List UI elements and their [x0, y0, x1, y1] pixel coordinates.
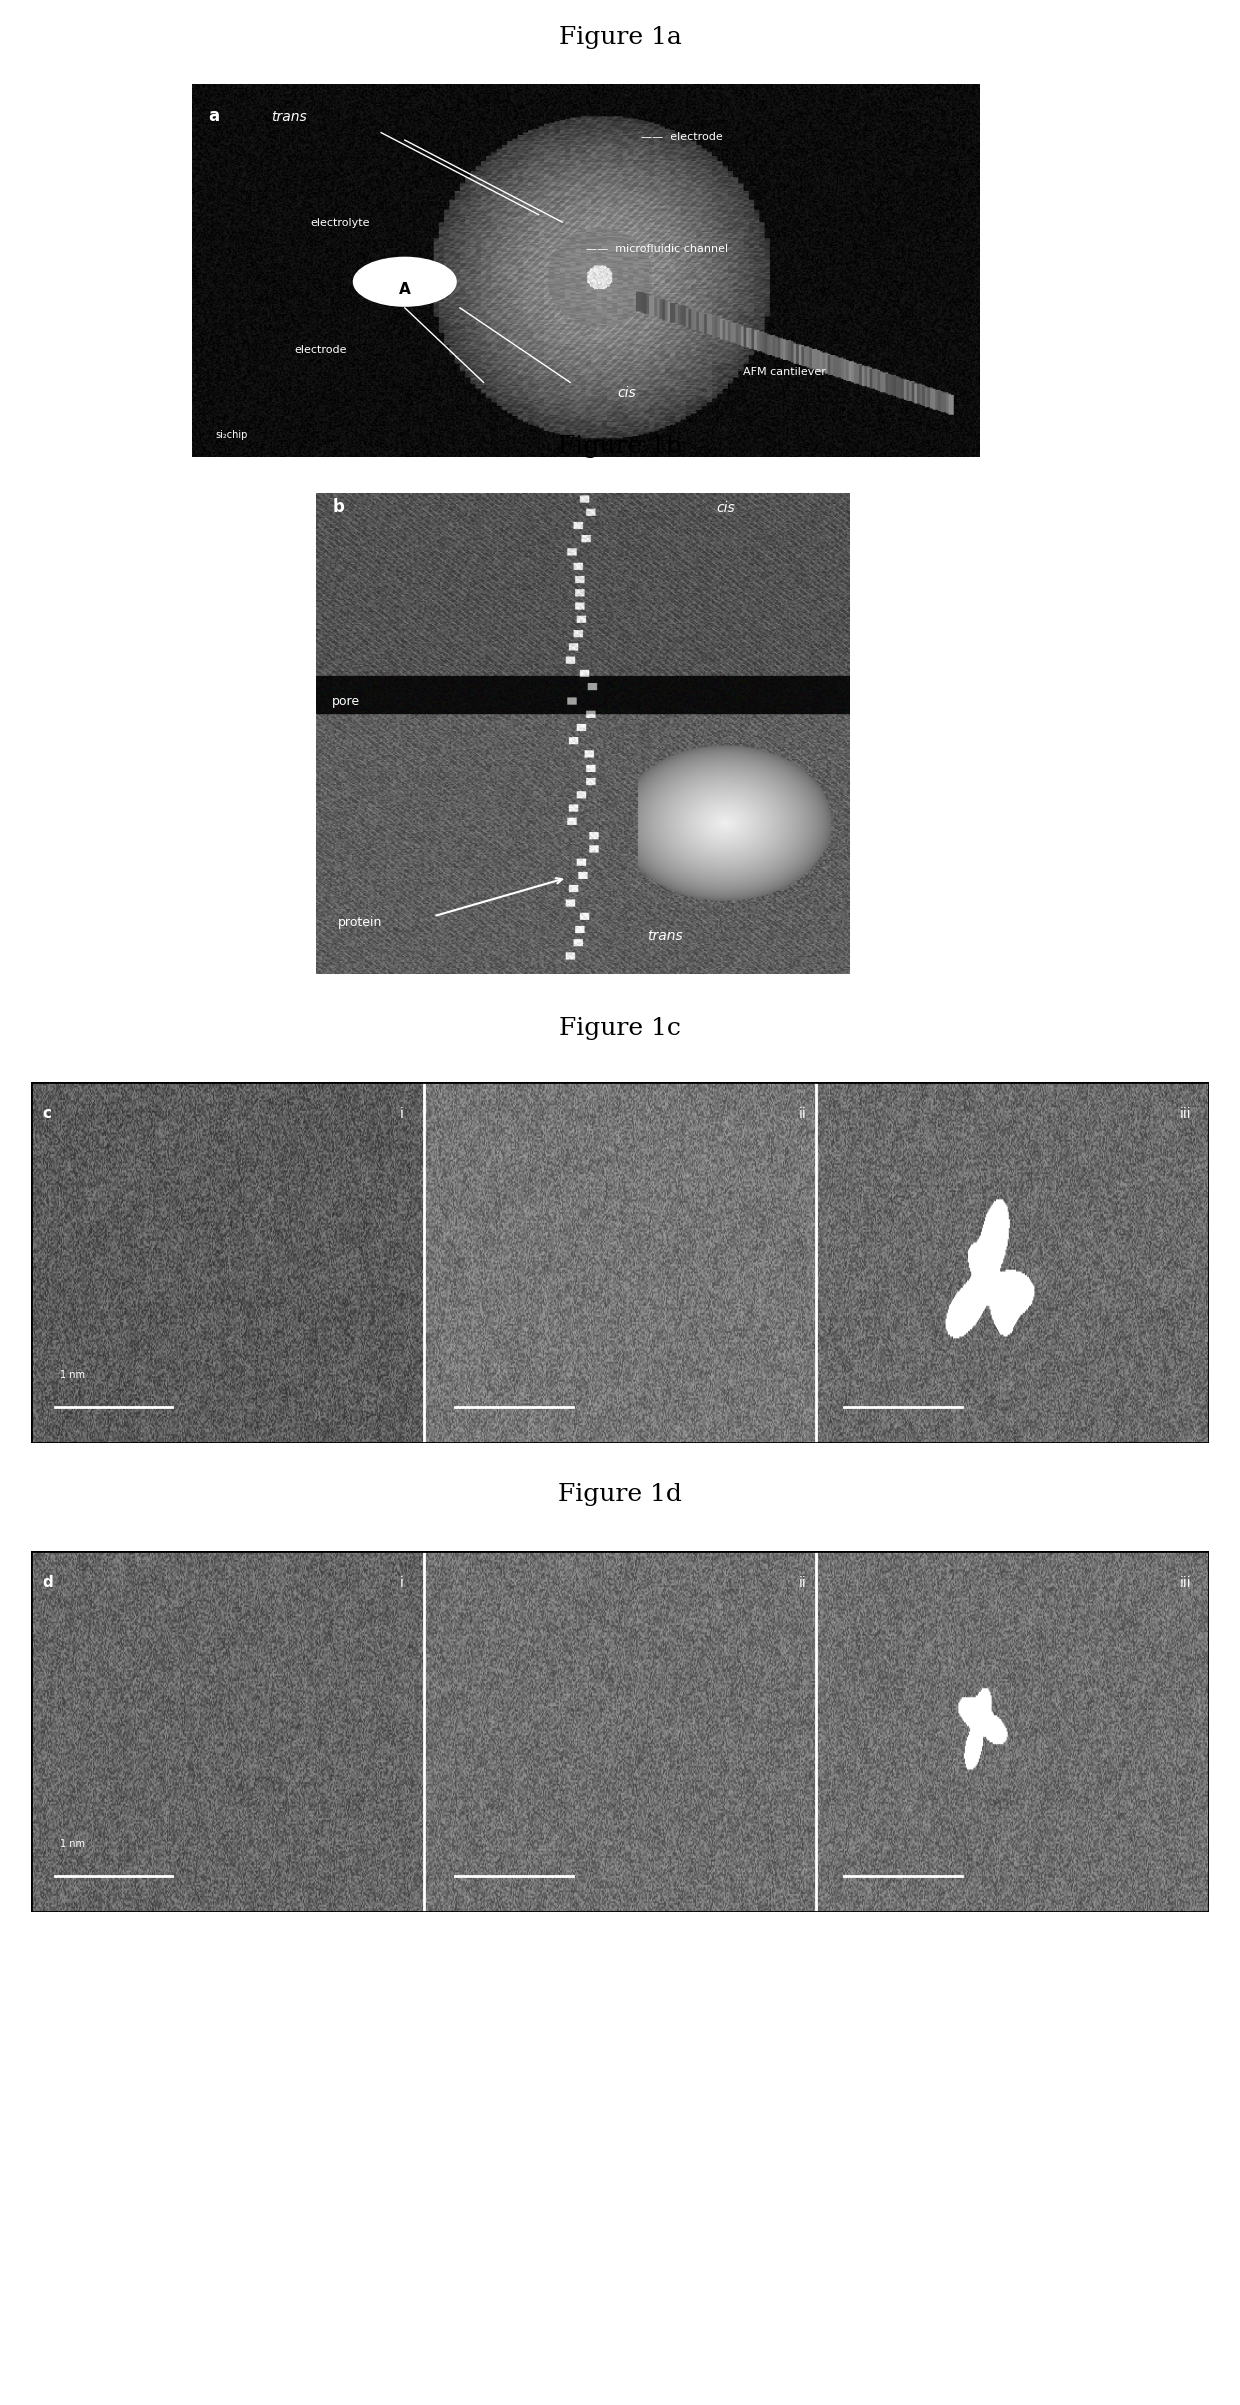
Text: protein: protein — [337, 916, 382, 928]
Text: c: c — [42, 1106, 52, 1121]
Text: ——  electrode: —— electrode — [641, 132, 723, 142]
Text: iii: iii — [1179, 1106, 1192, 1121]
Text: trans: trans — [270, 111, 306, 125]
Text: 1 nm: 1 nm — [61, 1371, 86, 1380]
Text: Figure 1a: Figure 1a — [558, 26, 682, 48]
Text: i: i — [401, 1106, 404, 1121]
Text: ii: ii — [799, 1106, 806, 1121]
Text: trans: trans — [647, 928, 682, 943]
Text: iii: iii — [1179, 1575, 1192, 1590]
Text: Figure 1d: Figure 1d — [558, 1484, 682, 1506]
Text: 1 nm: 1 nm — [61, 1840, 86, 1849]
Text: electrolyte: electrolyte — [310, 219, 370, 228]
Text: i: i — [401, 1575, 404, 1590]
Text: AFM cantilever: AFM cantilever — [744, 368, 826, 378]
Text: cis: cis — [717, 500, 735, 515]
Text: si₂chip: si₂chip — [216, 430, 248, 440]
Text: a: a — [208, 108, 219, 125]
Text: cis: cis — [618, 387, 636, 399]
Text: b: b — [332, 498, 343, 517]
Text: d: d — [42, 1575, 53, 1590]
Text: pore: pore — [332, 695, 361, 707]
Text: A: A — [399, 281, 410, 296]
Text: electrode: electrode — [295, 344, 347, 354]
Text: Figure 1b: Figure 1b — [558, 435, 682, 457]
Text: ——  microfluidic channel: —— microfluidic channel — [587, 243, 728, 255]
Circle shape — [353, 257, 456, 305]
Text: ii: ii — [799, 1575, 806, 1590]
Text: Figure 1c: Figure 1c — [559, 1017, 681, 1039]
